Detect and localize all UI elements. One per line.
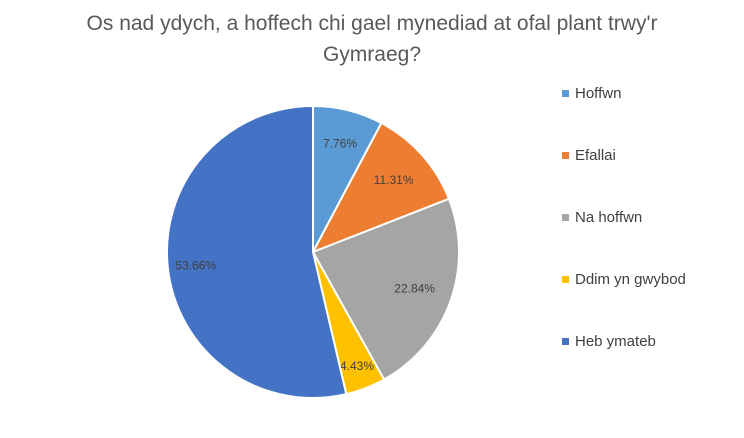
data-label-ddim-yn-gwybod: 4.43%	[340, 359, 374, 373]
legend-label: Ddim yn gwybod	[575, 270, 686, 288]
legend-swatch	[562, 213, 569, 221]
legend-swatch	[562, 275, 569, 283]
data-label-efallai: 11.31%	[374, 173, 414, 187]
chart-title: Os nad ydych, a hoffech chi gael mynedia…	[86, 12, 658, 66]
pie-slice-heb-ymateb	[166, 104, 348, 399]
legend-item-efallai: Efallai	[562, 144, 686, 166]
pie-slice-efallai	[310, 121, 451, 254]
pie-slice-na-hoffwn	[311, 197, 460, 381]
legend-swatch	[562, 89, 569, 97]
legend-label: Hoffwn	[575, 84, 622, 102]
legend-label: Na hoffwn	[575, 208, 643, 226]
legend-item-ddim-yn-gwybod: Ddim yn gwybod	[562, 268, 686, 290]
legend-label: Heb ymateb	[575, 332, 656, 350]
chart-legend: Hoffwn Efallai Na hoffwn Ddim yn gwybod Heb …	[562, 82, 686, 392]
legend-swatch	[562, 337, 569, 345]
legend-item-na-hoffwn: Na hoffwn	[562, 206, 686, 228]
legend-label: Efallai	[575, 146, 616, 164]
data-label-na-hoffwn: 22.84%	[394, 282, 435, 296]
legend-item-hoffwn: Hoffwn	[562, 82, 686, 104]
data-label-hoffwn: 7.76%	[323, 136, 357, 150]
legend-swatch	[562, 151, 569, 159]
legend-item-heb-ymateb: Heb ymateb	[562, 330, 686, 352]
data-label-heb-ymateb: 53.66%	[175, 259, 216, 273]
